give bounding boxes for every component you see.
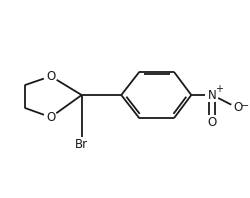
- Text: O: O: [46, 70, 55, 83]
- Text: −: −: [242, 101, 250, 111]
- Text: Br: Br: [75, 138, 88, 151]
- Text: O: O: [208, 116, 217, 129]
- Text: N: N: [208, 89, 217, 102]
- Text: O: O: [233, 101, 242, 114]
- Text: O: O: [46, 111, 55, 124]
- Text: +: +: [215, 85, 223, 94]
